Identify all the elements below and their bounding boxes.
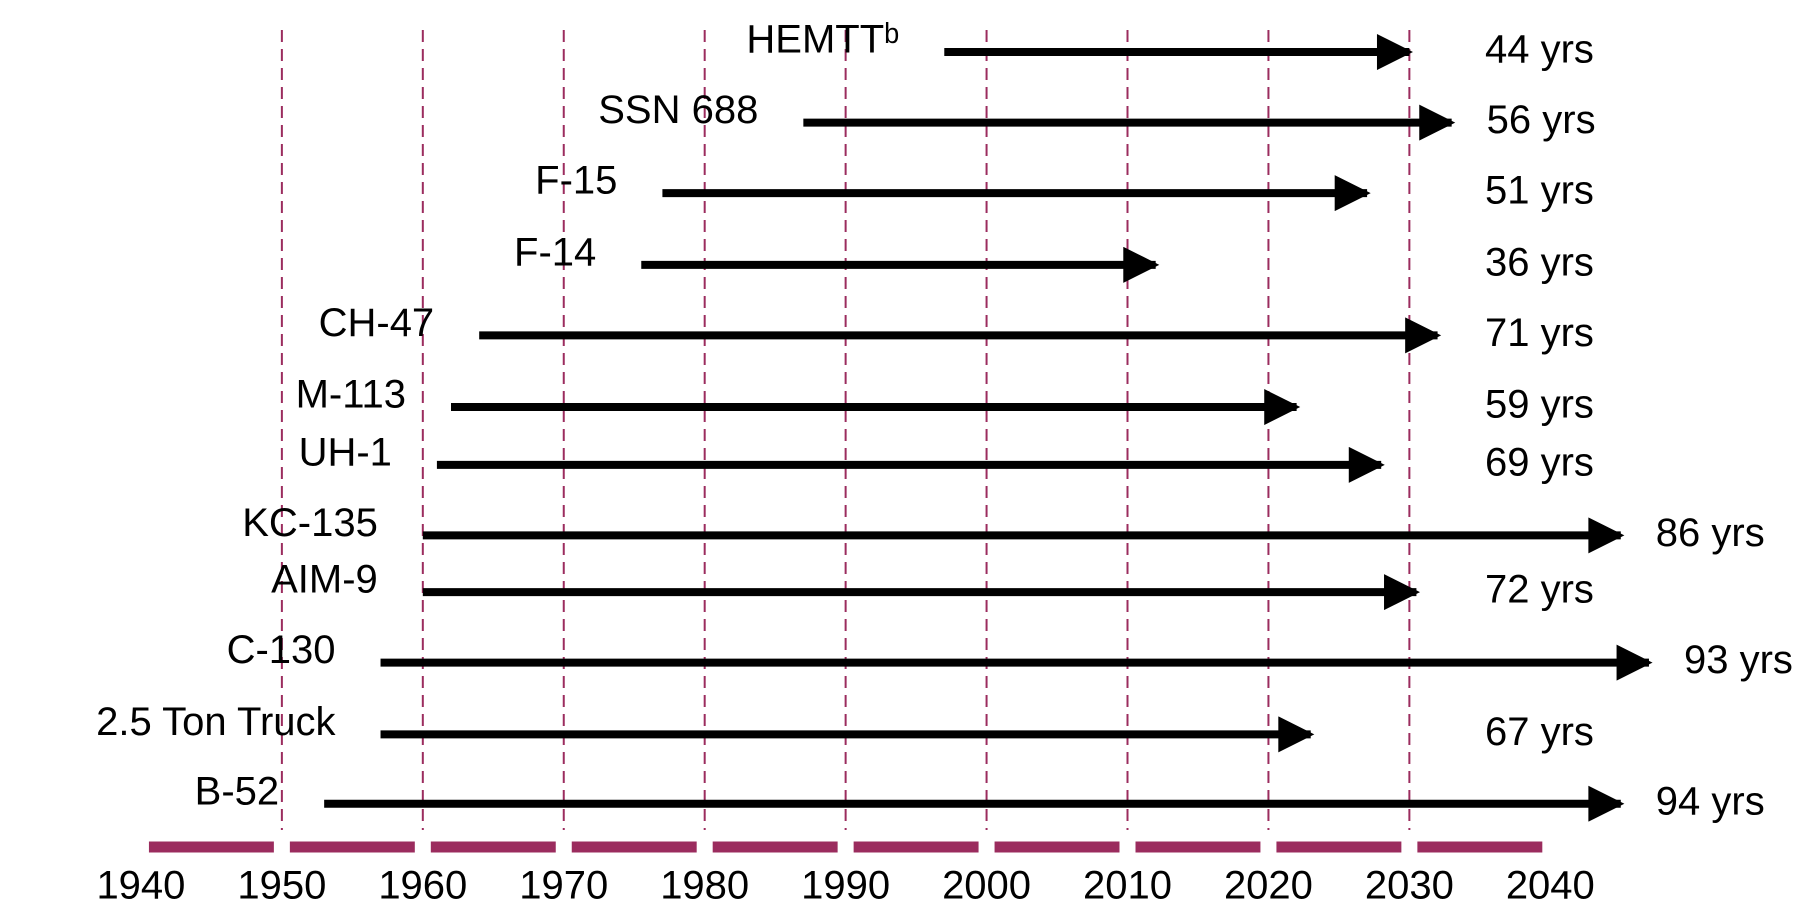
- span-label: 69 yrs: [1485, 440, 1594, 484]
- system-label: F-14: [514, 230, 596, 274]
- x-tick-label: 2020: [1224, 864, 1313, 908]
- system-label: C-130: [227, 628, 336, 672]
- span-label: 93 yrs: [1684, 638, 1793, 682]
- span-label: 86 yrs: [1656, 511, 1765, 555]
- x-tick-label: 1940: [96, 864, 185, 908]
- x-tick-label: 2030: [1365, 864, 1454, 908]
- system-label: SSN 688: [598, 88, 758, 132]
- span-label: 56 yrs: [1487, 98, 1596, 142]
- span-label: 51 yrs: [1485, 169, 1594, 213]
- system-label: UH-1: [299, 430, 392, 474]
- x-tick-label: 1960: [378, 864, 467, 908]
- span-label: 59 yrs: [1485, 383, 1594, 427]
- system-label: KC-135: [242, 501, 378, 545]
- chart: 1940 1950 1960 1970 1980 1990 2000 2010 2020 2030…: [0, 0, 1804, 912]
- system-label: HEMTTᵇ: [746, 18, 899, 62]
- span-label: 44 yrs: [1485, 28, 1594, 72]
- system-label: CH-47: [319, 301, 435, 345]
- system-label: 2.5 Ton Truck: [96, 700, 336, 744]
- span-label: 94 yrs: [1656, 779, 1765, 823]
- x-tick-label: 2040: [1506, 864, 1595, 908]
- system-label: M-113: [296, 373, 406, 417]
- span-label: 67 yrs: [1485, 710, 1594, 754]
- span-label: 36 yrs: [1485, 240, 1594, 284]
- x-tick-label: 2010: [1083, 864, 1172, 908]
- system-label: F-15: [535, 159, 617, 203]
- system-label: AIM-9: [271, 558, 378, 602]
- x-tick-label: 2000: [942, 864, 1031, 908]
- x-tick-label: 1990: [801, 864, 890, 908]
- span-label: 71 yrs: [1485, 311, 1594, 355]
- x-tick-label: 1970: [519, 864, 608, 908]
- system-label: B-52: [195, 769, 280, 813]
- x-tick-label: 1950: [237, 864, 326, 908]
- span-label: 72 yrs: [1485, 568, 1594, 612]
- x-tick-label: 1980: [660, 864, 749, 908]
